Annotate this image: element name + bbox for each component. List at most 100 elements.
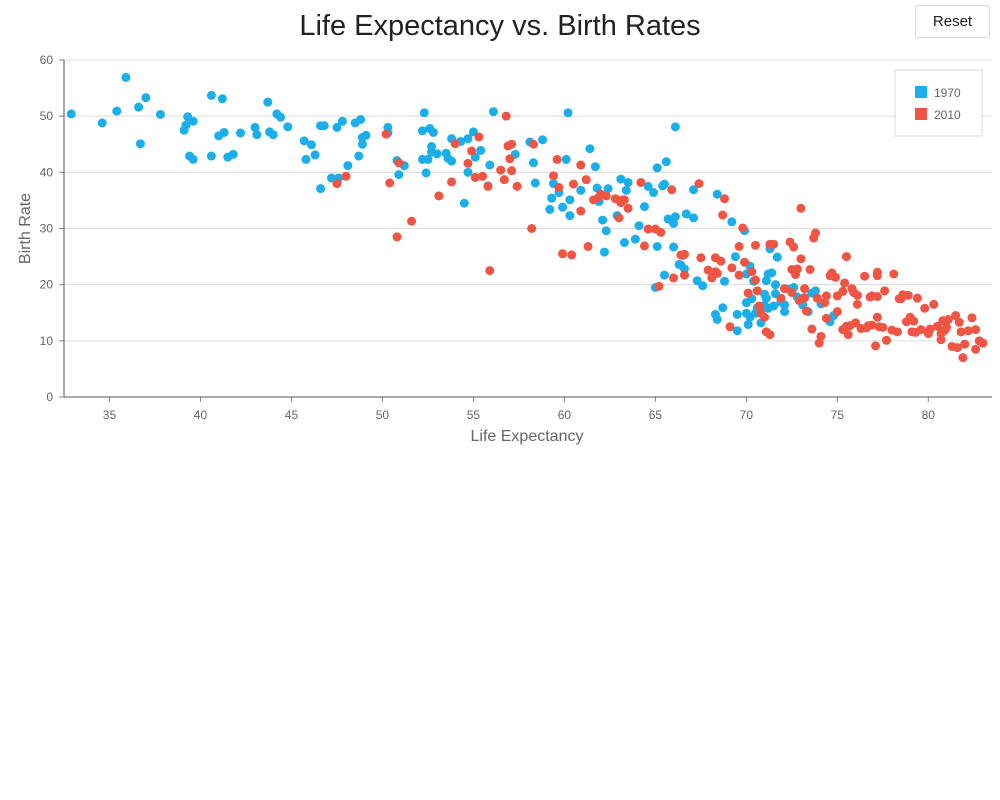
data-point — [727, 263, 737, 273]
data-point — [568, 179, 578, 189]
data-point — [716, 256, 726, 266]
data-point — [712, 268, 722, 278]
y-tick-label: 20 — [40, 278, 54, 292]
data-point — [547, 193, 557, 203]
data-point — [780, 284, 790, 294]
data-point — [720, 276, 730, 286]
data-point — [428, 127, 438, 137]
data-point — [867, 320, 877, 330]
data-point — [659, 179, 669, 189]
y-tick-label: 30 — [40, 222, 54, 236]
legend-label[interactable]: 2010 — [934, 108, 961, 122]
data-point — [754, 301, 764, 311]
data-point — [810, 286, 820, 296]
data-point — [800, 293, 810, 303]
legend-swatch[interactable] — [915, 86, 927, 98]
data-point — [499, 175, 509, 185]
data-point — [507, 139, 517, 149]
data-point — [703, 265, 713, 275]
data-point — [831, 272, 841, 282]
data-point — [760, 312, 770, 322]
data-point — [217, 94, 227, 104]
data-point — [470, 172, 480, 182]
data-point — [712, 314, 722, 324]
data-point — [743, 320, 753, 330]
data-point — [929, 299, 939, 309]
data-point — [892, 327, 902, 337]
data-point — [727, 217, 737, 227]
data-point — [971, 344, 981, 354]
data-point — [552, 154, 562, 164]
data-point — [801, 306, 811, 316]
data-point — [319, 121, 329, 131]
data-point — [689, 185, 699, 195]
data-point — [796, 254, 806, 264]
data-point — [66, 109, 76, 119]
data-point — [545, 204, 555, 214]
data-point — [670, 212, 680, 222]
data-point — [507, 166, 517, 176]
data-point — [447, 177, 457, 187]
data-point — [689, 213, 699, 223]
data-point — [483, 181, 493, 191]
data-point — [112, 106, 122, 116]
data-point — [769, 301, 779, 311]
data-point — [852, 290, 862, 300]
data-point — [860, 271, 870, 281]
x-tick-label: 75 — [831, 408, 845, 422]
data-point — [851, 318, 861, 328]
data-point — [423, 154, 433, 164]
data-point — [670, 122, 680, 132]
data-point — [252, 130, 262, 140]
data-point — [734, 270, 744, 280]
data-point — [407, 216, 417, 226]
data-point — [488, 107, 498, 117]
data-point — [636, 177, 646, 187]
data-point — [558, 202, 568, 212]
x-tick-label: 55 — [467, 408, 481, 422]
data-point — [485, 266, 495, 276]
legend-box — [894, 69, 983, 137]
data-point — [843, 330, 853, 340]
data-point — [643, 224, 653, 234]
data-point — [679, 264, 689, 274]
data-point — [679, 249, 689, 259]
reset-button[interactable]: Reset — [915, 5, 990, 38]
data-point — [912, 293, 922, 303]
data-point — [765, 330, 775, 340]
data-point — [661, 157, 671, 167]
data-point — [732, 309, 742, 319]
data-point — [805, 265, 815, 275]
data-point — [750, 275, 760, 285]
data-point — [718, 303, 728, 313]
data-points — [66, 72, 988, 363]
data-point — [299, 136, 309, 146]
data-point — [603, 184, 613, 194]
data-point — [978, 338, 988, 348]
data-point — [354, 151, 364, 161]
data-point — [283, 122, 293, 132]
data-point — [206, 151, 216, 161]
data-point — [639, 202, 649, 212]
data-point — [528, 139, 538, 149]
data-point — [527, 224, 537, 233]
data-point — [820, 298, 830, 308]
data-point — [872, 312, 882, 322]
data-point — [681, 209, 691, 219]
data-point — [840, 278, 850, 288]
data-point — [652, 163, 662, 173]
data-point — [250, 122, 260, 132]
legend-label[interactable]: 1970 — [934, 86, 961, 100]
data-point — [463, 158, 473, 168]
data-point — [725, 322, 735, 332]
chart-title: Life Expectancy vs. Birth Rates — [299, 10, 701, 42]
legend-swatch[interactable] — [915, 108, 927, 120]
x-tick-label: 65 — [649, 408, 663, 422]
data-point — [236, 128, 246, 138]
y-tick-label: 0 — [46, 390, 53, 404]
data-point — [583, 241, 593, 251]
data-point — [385, 178, 395, 188]
data-point — [832, 307, 842, 317]
data-point — [730, 252, 740, 262]
data-point — [634, 221, 644, 231]
